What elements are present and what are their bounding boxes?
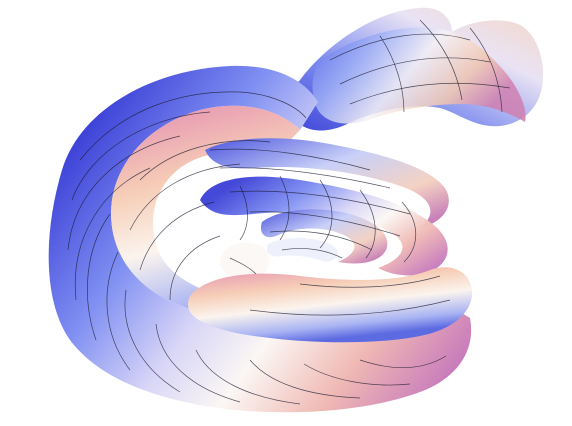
inner-coil-3 (260, 209, 388, 264)
central-opening (219, 242, 270, 281)
front-lower-tube (188, 267, 473, 343)
inner-coil-1 (205, 138, 449, 228)
upper-flared-tube (287, 7, 544, 131)
surface-mesh-lines (67, 19, 511, 405)
inner-coil-2 (200, 176, 448, 276)
